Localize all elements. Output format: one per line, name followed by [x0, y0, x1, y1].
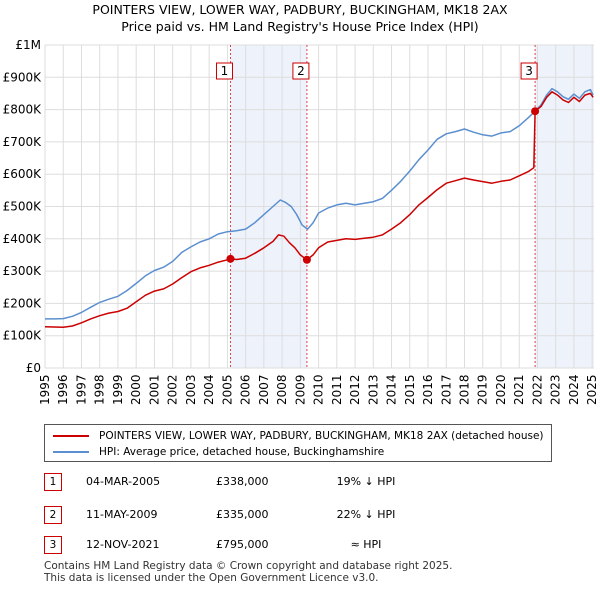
x-tick-label: 2022 — [530, 374, 544, 405]
legend-item-property: POINTERS VIEW, LOWER WAY, PADBURY, BUCKI… — [53, 428, 544, 444]
y-tick-label: £800K — [3, 103, 43, 117]
x-tick-label: 2010 — [312, 374, 326, 405]
grid-layer — [44, 44, 594, 369]
x-tick-label: 2007 — [257, 374, 271, 405]
footer-license: This data is licensed under the Open Gov… — [44, 572, 379, 584]
y-tick-label: £900K — [3, 70, 43, 84]
y-tick-label: £1M — [15, 38, 41, 52]
sale-row: 2 11-MAY-2009 £335,000 22% ↓ HPI — [44, 506, 564, 526]
marker-lines — [229, 45, 536, 368]
chart-subtitle: Price paid vs. HM Land Registry's House … — [121, 19, 479, 34]
sale-price: £338,000 — [216, 475, 269, 488]
x-tick-label: 2011 — [330, 374, 344, 405]
x-tick-label: 2008 — [275, 374, 289, 405]
sale-date: 04-MAR-2005 — [86, 475, 161, 488]
x-tick-label: 1998 — [93, 374, 107, 405]
x-tick-label: 2012 — [348, 374, 362, 405]
chart-title-block: POINTERS VIEW, LOWER WAY, PADBURY, BUCKI… — [0, 1, 600, 35]
x-tick-label: 1997 — [74, 374, 88, 405]
sale-price: £335,000 — [216, 508, 269, 521]
legend-swatch-hpi — [53, 451, 89, 453]
x-tick-label: 2017 — [439, 374, 453, 405]
y-tick-label: £500K — [3, 200, 43, 214]
series-line — [44, 91, 594, 329]
sale-date: 11-MAY-2009 — [86, 508, 158, 521]
x-tick-label: 1996 — [56, 374, 70, 405]
x-tick-label: 2003 — [184, 374, 198, 405]
legend-label-hpi: HPI: Average price, detached house, Buck… — [99, 446, 385, 458]
y-tick-label: £700K — [3, 135, 43, 149]
x-tick-label: 2024 — [567, 374, 581, 405]
x-axis-ticks: 1995 1996 1997 1998 1999 2000 2001 2002 2003 2004… — [38, 374, 599, 405]
x-tick-label: 2020 — [494, 374, 508, 405]
x-tick-label: 2016 — [421, 374, 435, 405]
legend: POINTERS VIEW, LOWER WAY, PADBURY, BUCKI… — [44, 424, 552, 462]
footer-copyright: Contains HM Land Registry data © Crown c… — [44, 560, 453, 572]
x-tick-label: 2002 — [166, 374, 180, 405]
sale-price: £795,000 — [216, 538, 269, 551]
sale-row: 3 12-NOV-2021 £795,000 ≈ HPI — [44, 536, 564, 556]
marker-box-1: 1 — [215, 62, 233, 80]
y-tick-label: £400K — [3, 232, 43, 246]
sale-hpi-compare: ≈ HPI — [350, 538, 382, 551]
sale-number-badge: 2 — [44, 506, 62, 524]
marker-box-label: 1 — [221, 64, 229, 78]
x-tick-label: 1995 — [38, 374, 52, 405]
x-tick-label: 2021 — [512, 374, 526, 405]
x-tick-label: 2009 — [293, 374, 307, 405]
sale-hpi-compare: 22% ↓ HPI — [336, 508, 396, 521]
sale-hpi-compare: 19% ↓ HPI — [336, 475, 396, 488]
y-tick-label: £0 — [26, 361, 41, 375]
marker-box-frame — [292, 62, 310, 80]
marker-box-label: 3 — [525, 64, 533, 78]
x-tick-label: 2013 — [366, 374, 380, 405]
x-tick-label: 2014 — [385, 374, 399, 405]
chart-title: POINTERS VIEW, LOWER WAY, PADBURY, BUCKI… — [92, 2, 508, 17]
sale-point-3 — [531, 107, 540, 116]
marker-box-label: 2 — [297, 64, 305, 78]
legend-swatch-property — [53, 435, 89, 437]
marker-box-2: 2 — [292, 62, 310, 80]
x-tick-label: 2018 — [458, 374, 472, 405]
legend-label-property: POINTERS VIEW, LOWER WAY, PADBURY, BUCKI… — [99, 430, 544, 442]
x-tick-label: 2005 — [220, 374, 234, 405]
x-tick-label: 1999 — [111, 374, 125, 405]
y-axis-ticks: £0 £100K £200K £300K £400K £500K £600K £700K £80… — [3, 38, 43, 375]
x-tick-label: 2025 — [585, 374, 599, 405]
x-tick-label: 2023 — [549, 374, 563, 405]
price-chart: 1 2 3 £0 £100K £200K £300K £400K £500K £600K £700… — [3, 38, 600, 405]
y-tick-label: £200K — [3, 296, 43, 310]
y-tick-label: £300K — [3, 264, 43, 278]
sale-point-2 — [302, 255, 311, 264]
x-tick-label: 2019 — [476, 374, 490, 405]
legend-item-hpi: HPI: Average price, detached house, Buck… — [53, 444, 384, 460]
sale-point-1 — [226, 254, 235, 263]
sale-dots — [226, 107, 540, 264]
marker-box-frame — [520, 62, 538, 80]
marker-box-3: 3 — [520, 62, 538, 80]
y-tick-label: £100K — [3, 329, 43, 343]
x-tick-label: 2004 — [202, 374, 216, 405]
sale-number-badge: 1 — [44, 473, 62, 491]
marker-boxes: 1 2 3 — [215, 62, 538, 80]
x-tick-label: 2001 — [147, 374, 161, 405]
sale-row: 1 04-MAR-2005 £338,000 19% ↓ HPI — [44, 473, 564, 493]
y-tick-label: £600K — [3, 167, 43, 181]
x-tick-label: 2000 — [129, 374, 143, 405]
footer-attribution: Contains HM Land Registry data © Crown c… — [44, 560, 452, 584]
sale-number-badge: 3 — [44, 536, 62, 554]
sale-date: 12-NOV-2021 — [86, 538, 160, 551]
x-tick-label: 2015 — [403, 374, 417, 405]
marker-box-frame — [215, 62, 233, 80]
x-tick-label: 2006 — [239, 374, 253, 405]
